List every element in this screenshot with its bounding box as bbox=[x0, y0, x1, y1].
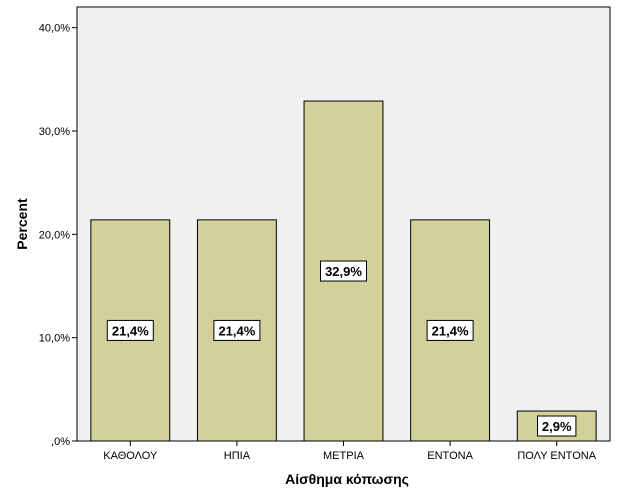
data-label: 21,4% bbox=[218, 323, 255, 338]
y-axis: ,0% 10,0% 20,0% 30,0% 40,0% bbox=[39, 23, 77, 448]
x-tick-label: ΗΠΙΑ bbox=[224, 450, 251, 462]
y-tick-label: 30,0% bbox=[39, 126, 70, 138]
x-axis-title: Αίσθημα κόπωσης bbox=[285, 471, 409, 487]
x-tick-label: ΜΕΤΡΙΑ bbox=[323, 450, 365, 462]
x-tick-label: ΠΟΛΥ ΕΝΤΟΝΑ bbox=[517, 450, 596, 462]
y-tick-label: 40,0% bbox=[39, 23, 70, 35]
data-label-box bbox=[320, 260, 367, 282]
data-label: 2,9% bbox=[542, 419, 572, 434]
data-label-box bbox=[537, 415, 577, 437]
data-label-box bbox=[426, 319, 474, 341]
data-label-box bbox=[213, 319, 261, 341]
y-tick-label: 20,0% bbox=[39, 229, 70, 241]
y-tick-label: ,0% bbox=[51, 436, 70, 448]
data-label: 32,9% bbox=[325, 264, 362, 279]
data-label: 21,4% bbox=[432, 323, 469, 338]
x-axis: ΚΑΘΟΛΟΥ ΗΠΙΑ ΜΕΤΡΙΑ ΕΝΤΟΝΑ ΠΟΛΥ ΕΝΤΟΝΑ bbox=[103, 441, 597, 462]
data-label: 21,4% bbox=[112, 323, 149, 338]
data-label-box bbox=[106, 319, 154, 341]
x-tick-label: ΕΝΤΟΝΑ bbox=[427, 450, 473, 462]
bars-group: 21,4% 21,4% 32,9% 21,4% 2,9% bbox=[90, 100, 597, 442]
x-tick-label: ΚΑΘΟΛΟΥ bbox=[103, 450, 158, 462]
y-axis-title: Percent bbox=[14, 198, 30, 250]
y-tick-label: 10,0% bbox=[39, 333, 70, 345]
